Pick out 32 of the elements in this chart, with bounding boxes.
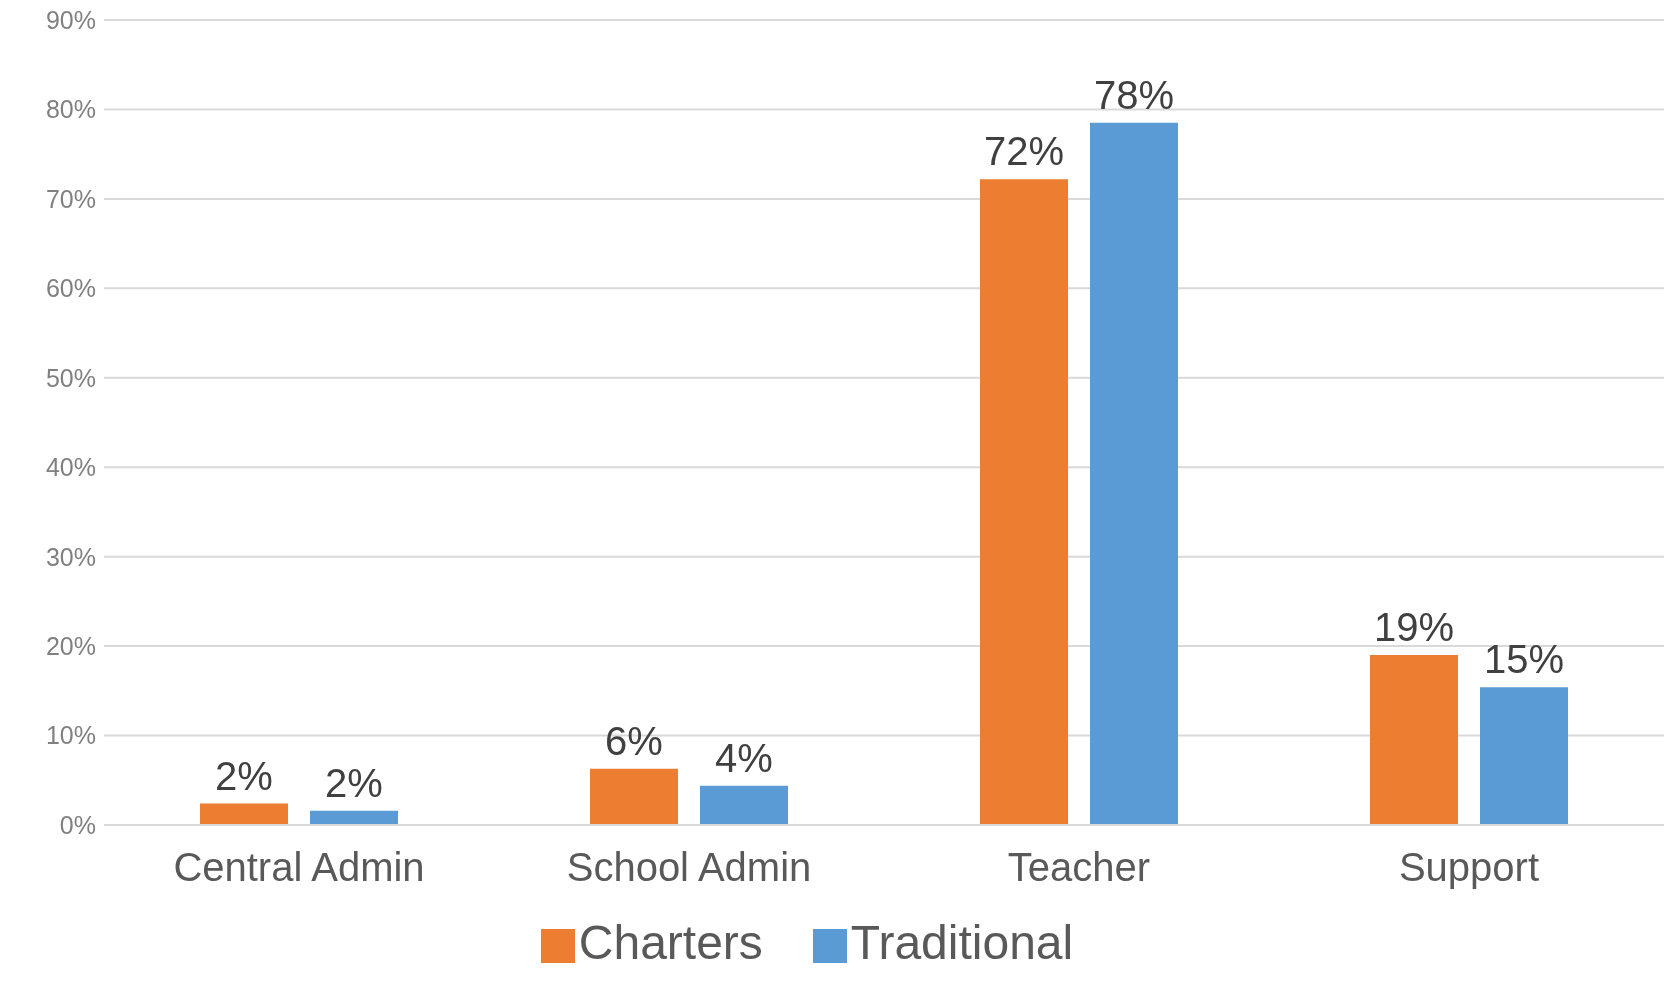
bar bbox=[590, 768, 678, 825]
bar bbox=[1370, 655, 1458, 825]
legend-label: Charters bbox=[578, 916, 763, 969]
y-tick-label: 90% bbox=[45, 5, 96, 34]
data-label: 19% bbox=[1373, 605, 1455, 650]
y-tick-label: 30% bbox=[45, 542, 96, 571]
legend-label: Traditional bbox=[850, 916, 1074, 969]
data-label: 15% bbox=[1483, 637, 1565, 682]
bar bbox=[1480, 687, 1568, 825]
data-label: 2% bbox=[325, 760, 383, 805]
y-tick-label: 10% bbox=[45, 721, 96, 750]
data-label: 2% bbox=[215, 753, 273, 798]
bar bbox=[200, 803, 288, 825]
y-tick-label: 20% bbox=[45, 631, 96, 660]
data-label: 78% bbox=[1093, 72, 1175, 117]
bar bbox=[310, 810, 398, 825]
y-tick-label: 70% bbox=[45, 184, 96, 213]
data-label: 72% bbox=[983, 129, 1065, 174]
y-tick-label: 50% bbox=[45, 363, 96, 392]
bar bbox=[980, 179, 1068, 825]
y-tick-label: 0% bbox=[59, 810, 96, 839]
x-tick-label: School Admin bbox=[566, 845, 812, 890]
data-label: 4% bbox=[715, 735, 773, 780]
x-tick-label: Teacher bbox=[1007, 845, 1151, 890]
y-tick-label: 80% bbox=[45, 95, 96, 124]
x-tick-label: Support bbox=[1398, 845, 1540, 890]
bar bbox=[700, 785, 788, 825]
data-label: 6% bbox=[605, 718, 663, 763]
bar bbox=[1090, 122, 1178, 825]
y-tick-label: 40% bbox=[45, 453, 96, 482]
y-tick-label: 60% bbox=[45, 274, 96, 303]
x-tick-label: Central Admin bbox=[173, 845, 425, 890]
